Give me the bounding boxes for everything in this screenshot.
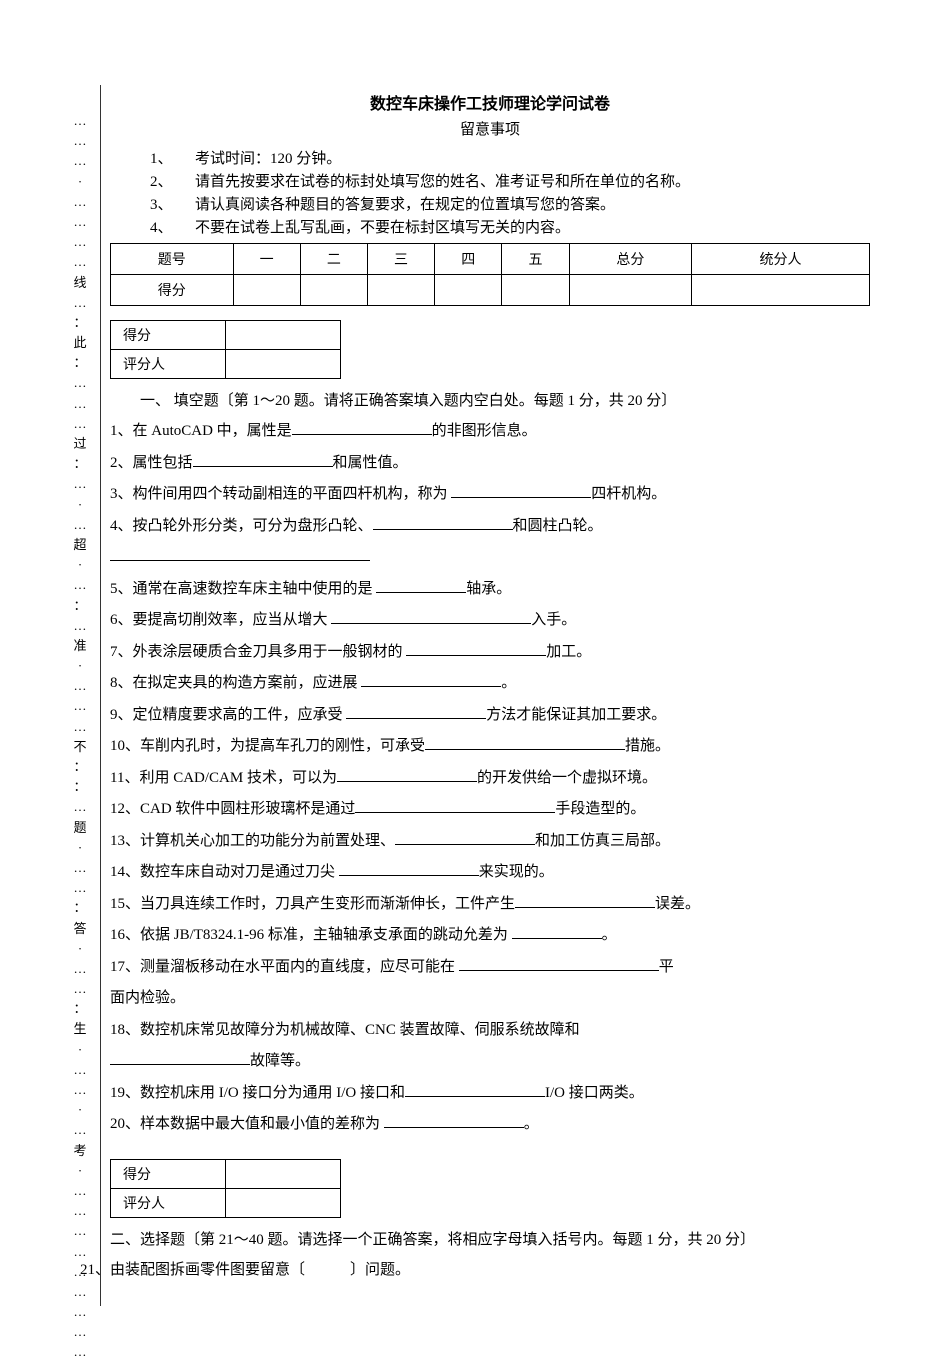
blank	[373, 514, 513, 530]
question-17: 17、测量溜板移动在水平面内的直线度，应尽可能在 平	[110, 952, 870, 984]
score-cell	[692, 275, 870, 306]
blank	[384, 1112, 524, 1128]
blank	[459, 955, 659, 971]
blank	[425, 734, 625, 750]
instructions-list: 1、 考试时间：120 分钟。2、 请首先按要求在试卷的标封处填写您的姓名、准考…	[110, 147, 870, 237]
notice-heading: 留意事项	[110, 118, 870, 139]
question-3: 3、构件间用四个转动副相连的平面四杆机构，称为 四杆机构。	[110, 479, 870, 511]
blank	[331, 608, 531, 624]
mini-grader-label-2: 评分人	[111, 1188, 226, 1217]
score-cell	[300, 275, 367, 306]
question-15: 15、当刀具连续工作时，刀具产生变形而渐渐伸长，工件产生误差。	[110, 889, 870, 921]
question-10: 10、车削内孔时，为提高车孔刀的刚性，可承受措施。	[110, 731, 870, 763]
question-21: 21、由装配图拆画零件图要留意〔 〕问题。	[80, 1255, 870, 1287]
mini-grader-cell-2	[226, 1188, 341, 1217]
blank	[515, 892, 655, 908]
mini-score-label: 得分	[111, 321, 226, 350]
section-2-heading: 二、选择题〔第 21～40 题。请选择一个正确答案，将相应字母填入括号内。每题 …	[110, 1228, 870, 1249]
question-8: 8、在拟定夹具的构造方案前，应进展 。	[110, 668, 870, 700]
blank	[355, 797, 555, 813]
instruction-item: 2、 请首先按要求在试卷的标封处填写您的姓名、准考证号和所在单位的名称。	[150, 170, 870, 191]
question-6: 6、要提高切削效率，应当从增大 入手。	[110, 605, 870, 637]
score-header-cell: 统分人	[692, 244, 870, 275]
exam-title: 数控车床操作工技师理论学问试卷	[110, 90, 870, 114]
score-header-cell: 一	[233, 244, 300, 275]
section-score-table-2: 得分 评分人	[110, 1159, 341, 1218]
score-cell	[233, 275, 300, 306]
fill-blank-questions: 1、在 AutoCAD 中，属性是的非图形信息。2、属性包括和属性值。3、构件间…	[110, 416, 870, 1141]
blank	[376, 577, 466, 593]
blank	[361, 671, 501, 687]
binding-margin-text: ………·…………线…：此：………过：…·…超·…：…准·………不：：…题·……：…	[60, 110, 100, 1364]
question-12: 12、CAD 软件中圆柱形玻璃杯是通过手段造型的。	[110, 794, 870, 826]
question-14: 14、数控车床自动对刀是通过刀尖 来实现的。	[110, 857, 870, 889]
instruction-item: 4、 不要在试卷上乱写乱画，不要在标封区填写无关的内容。	[150, 216, 870, 237]
section-1-heading: 一、 填空题〔第 1～20 题。请将正确答案填入题内空白处。每题 1 分，共 2…	[140, 389, 870, 410]
score-header-cell: 总分	[569, 244, 692, 275]
mini-grader-label: 评分人	[111, 350, 226, 379]
mini-score-label-2: 得分	[111, 1159, 226, 1188]
score-header-cell: 五	[502, 244, 569, 275]
instruction-item: 1、 考试时间：120 分钟。	[150, 147, 870, 168]
question-19: 19、数控机床用 I/O 接口分为通用 I/O 接口和I/O 接口两类。	[110, 1078, 870, 1110]
score-cell	[569, 275, 692, 306]
blank	[395, 829, 535, 845]
blank	[451, 482, 591, 498]
question-13: 13、计算机关心加工的功能分为前置处理、和加工仿真三局部。	[110, 826, 870, 858]
choice-questions: 21、由装配图拆画零件图要留意〔 〕问题。	[110, 1255, 870, 1287]
blank	[406, 640, 546, 656]
question-4: 4、按凸轮外形分类，可分为盘形凸轮、和圆柱凸轮。	[110, 511, 870, 543]
score-cell	[435, 275, 502, 306]
mini-score-cell	[226, 321, 341, 350]
score-cell	[367, 275, 434, 306]
score-header-cell: 四	[435, 244, 502, 275]
question-1: 1、在 AutoCAD 中，属性是的非图形信息。	[110, 416, 870, 448]
question-5: 5、通常在高速数控车床主轴中使用的是 轴承。	[110, 574, 870, 606]
blank	[193, 451, 333, 467]
question-16: 16、依据 JB/T8324.1-96 标准，主轴轴承支承面的跳动允差为 。	[110, 920, 870, 952]
margin-line	[100, 85, 101, 1306]
question-20: 20、样本数据中最大值和最小值的差称为 。	[110, 1109, 870, 1141]
mini-score-cell-2	[226, 1159, 341, 1188]
score-header-cell: 二	[300, 244, 367, 275]
mini-grader-cell	[226, 350, 341, 379]
question-9: 9、定位精度要求高的工件，应承受 方法才能保证其加工要求。	[110, 700, 870, 732]
question-7: 7、外表涂层硬质合金刀具多用于一般钢材的 加工。	[110, 637, 870, 669]
question-18: 18、数控机床常见故障分为机械故障、CNC 装置故障、伺服系统故障和	[110, 1015, 870, 1047]
score-header-cell: 题号	[111, 244, 234, 275]
blank	[512, 923, 602, 939]
score-header-cell: 三	[367, 244, 434, 275]
question-11: 11、利用 CAD/CAM 技术，可以为的开发供给一个虚拟环境。	[110, 763, 870, 795]
blank	[405, 1081, 545, 1097]
blank	[337, 766, 477, 782]
score-cell	[502, 275, 569, 306]
score-table: 题号一二三四五总分统分人 得分	[110, 243, 870, 306]
score-cell: 得分	[111, 275, 234, 306]
blank	[339, 860, 479, 876]
question-2: 2、属性包括和属性值。	[110, 448, 870, 480]
instruction-item: 3、 请认真阅读各种题目的答复要求，在规定的位置填写您的答案。	[150, 193, 870, 214]
blank	[292, 419, 432, 435]
blank	[346, 703, 486, 719]
section-score-table-1: 得分 评分人	[110, 320, 341, 379]
